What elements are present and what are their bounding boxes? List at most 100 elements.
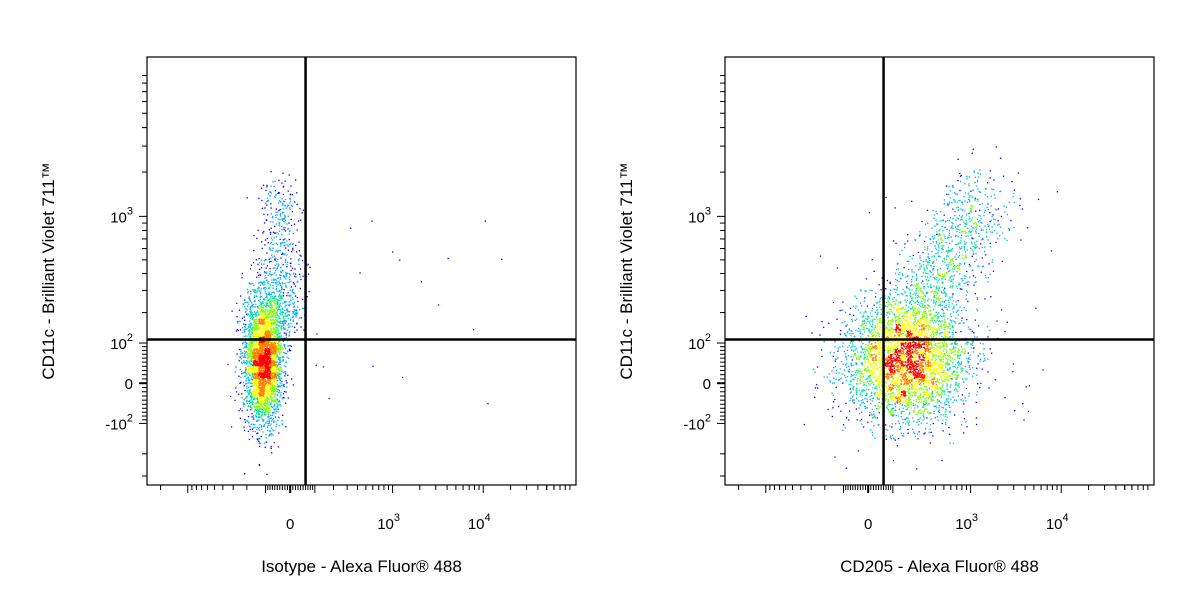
- event-dot: [261, 314, 263, 317]
- event-dot: [259, 284, 261, 286]
- event-dot: [255, 303, 257, 305]
- event-dot: [258, 305, 260, 307]
- event-dot: [268, 433, 271, 436]
- event-dot: [282, 242, 284, 244]
- event-dot: [282, 292, 284, 294]
- event-dot: [267, 350, 269, 352]
- event-dot: [267, 351, 269, 353]
- event-dot: [252, 317, 254, 320]
- event-dot: [268, 322, 271, 324]
- event-dot: [245, 308, 247, 310]
- event-dot: [254, 319, 256, 321]
- event-dot: [258, 312, 260, 314]
- event-dot: [277, 266, 279, 268]
- event-dot: [269, 328, 272, 330]
- event-dot: [284, 219, 287, 221]
- event-dot: [252, 335, 254, 337]
- event-dot: [251, 355, 254, 357]
- event-dot: [877, 313, 879, 315]
- event-dot: [931, 394, 933, 396]
- event-dot: [262, 312, 265, 314]
- event-dot: [272, 368, 274, 370]
- event-dot: [285, 371, 287, 373]
- event-dot: [252, 352, 254, 355]
- event-dot: [256, 361, 259, 363]
- event-dot: [258, 415, 260, 417]
- event-dot: [888, 403, 890, 405]
- event-dot: [250, 333, 252, 336]
- event-dot: [284, 344, 286, 346]
- event-dot: [231, 310, 233, 312]
- event-dot: [239, 348, 241, 351]
- event-dot: [829, 380, 831, 382]
- event-dot: [917, 438, 919, 440]
- event-dot: [281, 325, 283, 327]
- event-dot: [264, 345, 266, 347]
- event-dot: [245, 367, 247, 369]
- event-dot: [273, 351, 275, 353]
- event-dot: [265, 372, 267, 375]
- event-dot: [244, 362, 246, 364]
- event-dot: [264, 353, 266, 355]
- event-dot: [271, 306, 273, 308]
- event-dot: [250, 360, 253, 362]
- event-dot: [275, 329, 277, 331]
- event-dot: [264, 317, 266, 319]
- event-dot: [903, 393, 905, 395]
- event-dot: [275, 369, 277, 371]
- event-dot: [288, 334, 290, 336]
- event-dot: [262, 402, 265, 405]
- event-dot: [266, 360, 268, 362]
- event-dot: [245, 361, 247, 364]
- event-dot: [265, 374, 267, 376]
- event-dot: [267, 345, 269, 347]
- event-dot: [258, 347, 261, 349]
- event-dot: [276, 317, 278, 319]
- event-dot: [270, 330, 272, 332]
- event-dot: [282, 385, 284, 387]
- event-dot: [279, 336, 281, 338]
- event-dot: [258, 314, 260, 316]
- event-dot: [246, 387, 248, 389]
- event-dot: [265, 219, 267, 221]
- event-dot: [284, 309, 286, 312]
- event-dot: [261, 267, 263, 269]
- event-dot: [276, 306, 278, 308]
- event-dot: [864, 384, 866, 386]
- event-dot: [264, 297, 267, 299]
- event-dot: [271, 346, 273, 348]
- event-dot: [273, 340, 275, 342]
- event-dot: [284, 261, 287, 264]
- event-dot: [291, 204, 293, 206]
- event-dot: [270, 420, 273, 422]
- event-dot: [259, 357, 261, 360]
- event-dot: [265, 316, 267, 318]
- event-dot: [307, 263, 309, 265]
- event-dot: [963, 403, 965, 405]
- event-dot: [255, 330, 257, 332]
- event-dot: [262, 361, 265, 363]
- event-dot: [271, 372, 273, 374]
- event-dot: [256, 395, 258, 397]
- event-dot: [259, 328, 262, 330]
- event-dot: [283, 227, 285, 229]
- event-dot: [266, 334, 268, 336]
- event-dot: [291, 325, 293, 328]
- event-dot: [266, 271, 268, 273]
- event-dot: [285, 247, 287, 249]
- event-dot: [814, 396, 816, 398]
- event-dot: [276, 365, 278, 367]
- event-dot: [266, 350, 268, 352]
- event-dot: [254, 377, 256, 379]
- event-dot: [249, 425, 252, 427]
- event-dot: [254, 403, 256, 405]
- event-dot: [266, 313, 268, 315]
- event-dot: [276, 352, 278, 354]
- event-dot: [257, 351, 259, 353]
- event-dot: [951, 358, 953, 360]
- event-dot: [258, 365, 260, 367]
- event-dot: [289, 311, 291, 313]
- event-dot: [267, 320, 270, 322]
- event-dot: [855, 356, 858, 358]
- event-dot: [252, 367, 254, 370]
